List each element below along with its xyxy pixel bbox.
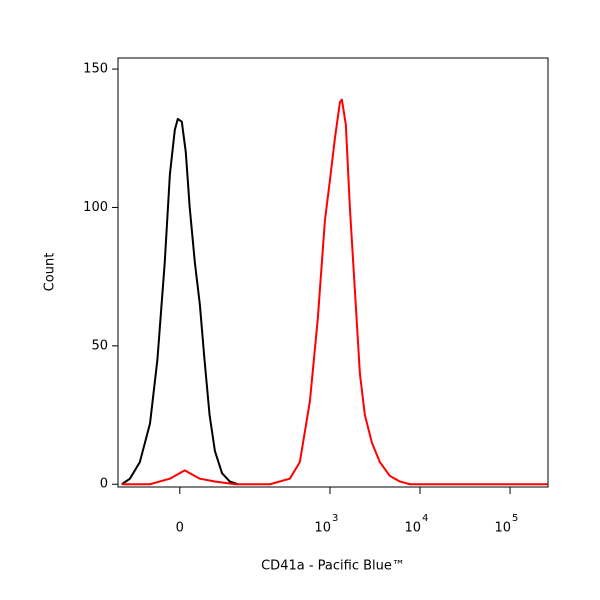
- x-tick-label: 10: [404, 521, 421, 536]
- histogram-line: [121, 117, 239, 486]
- plot-frame: [117, 57, 549, 488]
- histogram-line: [121, 98, 548, 486]
- x-axis-label: CD41a - Pacific Blue™: [261, 559, 405, 574]
- x-tick-label: 10: [314, 521, 331, 536]
- x-tick-power: 3: [332, 513, 338, 524]
- y-axis-label: Count: [43, 253, 58, 292]
- x-tick-power: 5: [512, 513, 518, 524]
- x-tick-label: 10: [494, 521, 511, 536]
- y-tick-label: 100: [83, 200, 108, 215]
- y-tick-label: 0: [100, 477, 108, 492]
- y-tick-label: 50: [91, 338, 108, 353]
- x-tick-power: 4: [422, 513, 428, 524]
- y-tick-label: 150: [83, 62, 108, 77]
- x-tick-label: 0: [176, 521, 184, 536]
